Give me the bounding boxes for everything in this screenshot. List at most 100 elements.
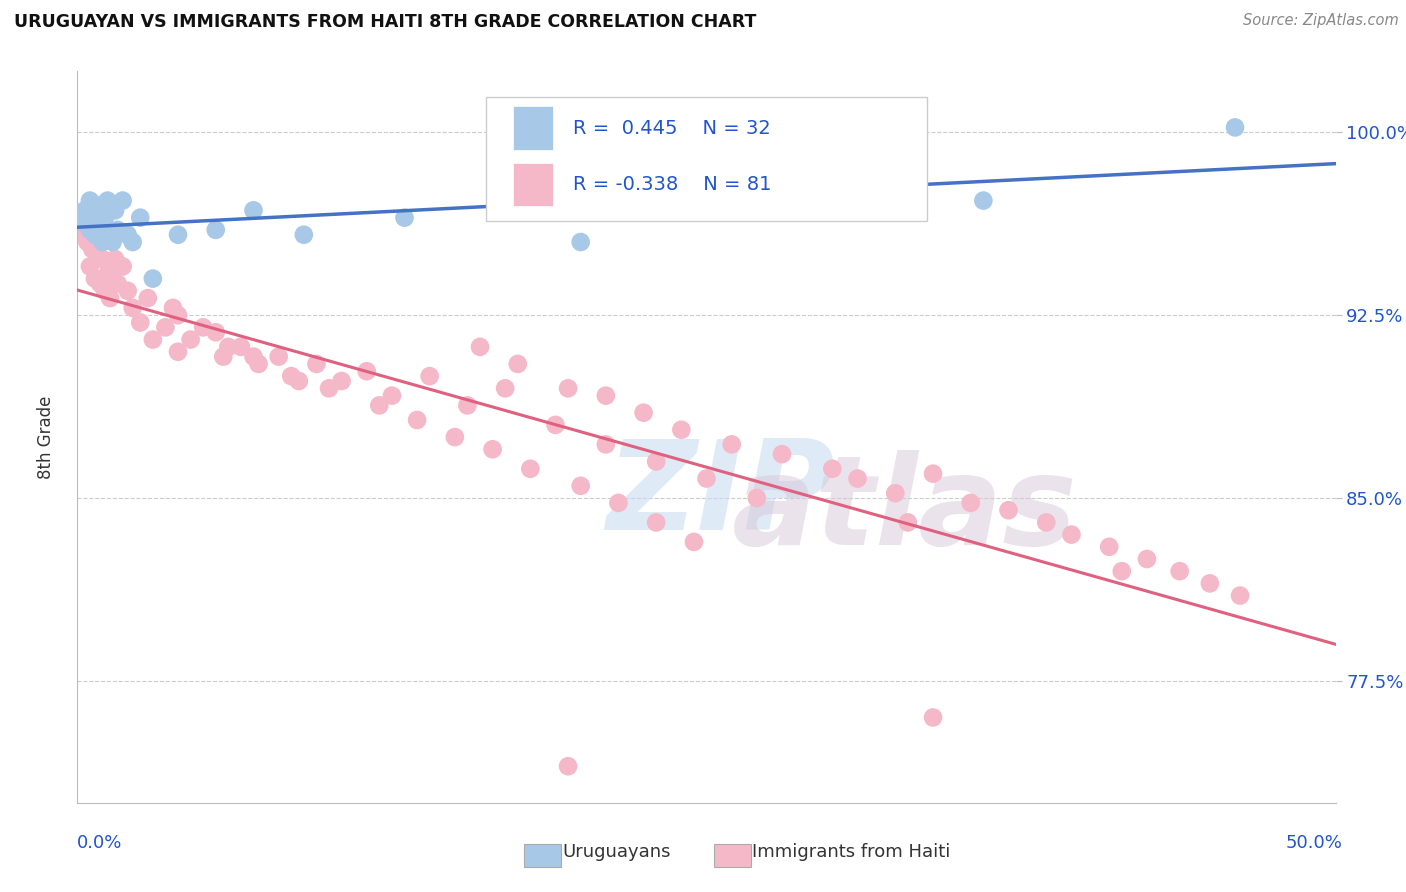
Point bbox=[72, 227, 94, 242]
Text: ZIP: ZIP bbox=[606, 435, 835, 556]
Point bbox=[84, 211, 107, 225]
Point bbox=[280, 369, 302, 384]
Point bbox=[745, 491, 768, 505]
Point bbox=[292, 227, 315, 242]
Point bbox=[922, 467, 945, 481]
Point bbox=[595, 389, 617, 403]
Point bbox=[142, 333, 165, 347]
Point bbox=[696, 471, 718, 485]
Point bbox=[683, 535, 706, 549]
Point bbox=[394, 211, 416, 225]
Point bbox=[770, 447, 793, 461]
Text: Uruguayans: Uruguayans bbox=[562, 843, 671, 861]
Point bbox=[821, 462, 844, 476]
Point bbox=[86, 198, 108, 212]
Point bbox=[1168, 564, 1191, 578]
Point bbox=[82, 198, 104, 212]
Point bbox=[73, 211, 96, 225]
Point bbox=[356, 364, 378, 378]
Point bbox=[79, 194, 101, 208]
Point bbox=[368, 398, 391, 412]
Point bbox=[1229, 589, 1251, 603]
Point bbox=[922, 710, 945, 724]
Point bbox=[288, 374, 311, 388]
Point bbox=[79, 260, 101, 274]
Point bbox=[557, 759, 579, 773]
Point bbox=[167, 308, 190, 322]
Point bbox=[318, 381, 340, 395]
Point bbox=[267, 350, 290, 364]
Point bbox=[89, 277, 111, 291]
Point bbox=[305, 357, 328, 371]
Point bbox=[671, 423, 693, 437]
Point bbox=[129, 211, 152, 225]
Point bbox=[1136, 552, 1159, 566]
Point bbox=[96, 194, 118, 208]
Point bbox=[162, 301, 184, 315]
Point bbox=[229, 340, 252, 354]
Point bbox=[142, 271, 165, 285]
Point bbox=[76, 211, 98, 225]
Point bbox=[94, 211, 117, 225]
Point bbox=[86, 247, 108, 261]
Point bbox=[167, 344, 190, 359]
Point bbox=[1098, 540, 1121, 554]
Point bbox=[217, 340, 239, 354]
FancyBboxPatch shape bbox=[513, 106, 553, 150]
Point bbox=[101, 271, 124, 285]
Text: 0.0%: 0.0% bbox=[77, 834, 122, 852]
Point bbox=[86, 218, 108, 232]
Point bbox=[84, 227, 107, 242]
Point bbox=[98, 291, 121, 305]
Point bbox=[129, 316, 152, 330]
FancyBboxPatch shape bbox=[486, 97, 927, 221]
Point bbox=[104, 203, 127, 218]
Point bbox=[645, 454, 668, 468]
Text: URUGUAYAN VS IMMIGRANTS FROM HAITI 8TH GRADE CORRELATION CHART: URUGUAYAN VS IMMIGRANTS FROM HAITI 8TH G… bbox=[14, 13, 756, 31]
Point bbox=[1060, 527, 1083, 541]
Point bbox=[247, 357, 270, 371]
Point bbox=[884, 486, 907, 500]
Point bbox=[645, 516, 668, 530]
Text: Immigrants from Haiti: Immigrants from Haiti bbox=[752, 843, 950, 861]
Text: 8th Grade: 8th Grade bbox=[37, 395, 55, 479]
Point bbox=[204, 223, 226, 237]
Point bbox=[406, 413, 429, 427]
Text: atlas: atlas bbox=[731, 450, 1077, 571]
Point bbox=[569, 479, 592, 493]
Point bbox=[180, 333, 202, 347]
Point bbox=[1035, 516, 1057, 530]
Point bbox=[1198, 576, 1220, 591]
Point bbox=[381, 389, 404, 403]
Point bbox=[91, 203, 114, 218]
Point bbox=[89, 223, 111, 237]
Point bbox=[212, 350, 235, 364]
Point bbox=[972, 194, 994, 208]
Point bbox=[468, 340, 491, 354]
Point bbox=[720, 437, 742, 451]
Point bbox=[117, 227, 139, 242]
Point bbox=[633, 406, 655, 420]
Point bbox=[595, 437, 617, 451]
Text: R = -0.338    N = 81: R = -0.338 N = 81 bbox=[574, 175, 772, 194]
Point bbox=[104, 252, 127, 266]
Text: Source: ZipAtlas.com: Source: ZipAtlas.com bbox=[1243, 13, 1399, 29]
Point bbox=[91, 235, 114, 249]
Point bbox=[96, 267, 118, 281]
Point bbox=[897, 516, 920, 530]
Point bbox=[111, 194, 134, 208]
Point bbox=[84, 271, 107, 285]
Point bbox=[607, 496, 630, 510]
Text: R =  0.445    N = 32: R = 0.445 N = 32 bbox=[574, 119, 770, 137]
Point bbox=[494, 381, 516, 395]
Point bbox=[444, 430, 467, 444]
Point bbox=[82, 243, 104, 257]
Point bbox=[117, 284, 139, 298]
Point bbox=[76, 235, 98, 249]
Point bbox=[107, 223, 129, 237]
Point bbox=[481, 442, 503, 457]
Point bbox=[846, 471, 869, 485]
Point bbox=[98, 227, 121, 242]
Point bbox=[73, 203, 96, 218]
Point bbox=[997, 503, 1019, 517]
